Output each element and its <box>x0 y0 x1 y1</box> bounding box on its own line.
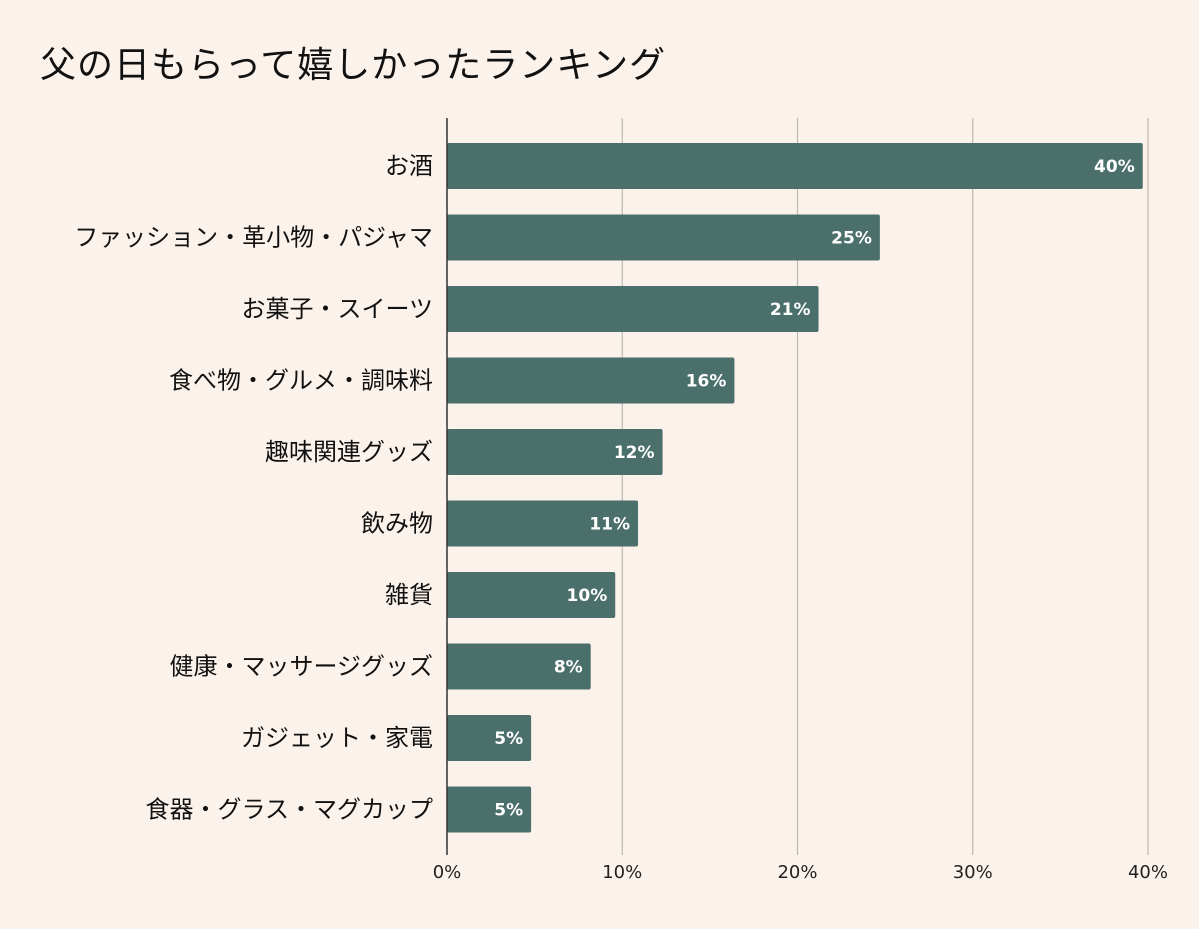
x-tick-label: 40% <box>1128 862 1168 883</box>
category-label: 健康・マッサージグッズ <box>169 653 433 681</box>
bar <box>447 429 663 475</box>
data-label: 5% <box>494 801 523 821</box>
data-label: 8% <box>554 658 583 678</box>
chart-title: 父の日もらって嬉しかったランキング <box>40 45 667 86</box>
data-label: 40% <box>1094 157 1135 177</box>
bar <box>447 500 639 547</box>
bar <box>447 357 735 404</box>
data-label: 16% <box>686 372 727 392</box>
x-tick-label: 0% <box>433 862 462 883</box>
bar <box>447 786 532 833</box>
data-label: 10% <box>567 586 608 606</box>
bar <box>447 286 819 332</box>
bar <box>447 715 532 761</box>
data-label: 5% <box>494 729 523 749</box>
data-label: 25% <box>831 229 872 249</box>
x-tick-label: 30% <box>953 862 993 883</box>
category-label: 趣味関連グッズ <box>265 438 433 466</box>
category-label: ガジェット・家電 <box>241 724 433 752</box>
data-label: 21% <box>770 300 811 320</box>
x-tick-label: 10% <box>602 862 642 883</box>
category-label: 雑貨 <box>385 581 433 609</box>
category-label: お酒 <box>385 152 433 180</box>
category-label: お菓子・スイーツ <box>241 295 433 323</box>
bar <box>447 643 591 690</box>
category-label: 食器・グラス・マグカップ <box>145 796 433 824</box>
x-tick-label: 20% <box>777 862 817 883</box>
bar <box>447 143 1143 189</box>
category-label: ファッション・革小物・パジャマ <box>74 224 433 252</box>
data-label: 12% <box>614 443 655 463</box>
category-label: 食べ物・グルメ・調味料 <box>169 367 433 395</box>
data-label: 11% <box>589 515 630 535</box>
bar <box>447 572 616 618</box>
category-label: 飲み物 <box>361 510 433 538</box>
bar <box>447 214 880 261</box>
